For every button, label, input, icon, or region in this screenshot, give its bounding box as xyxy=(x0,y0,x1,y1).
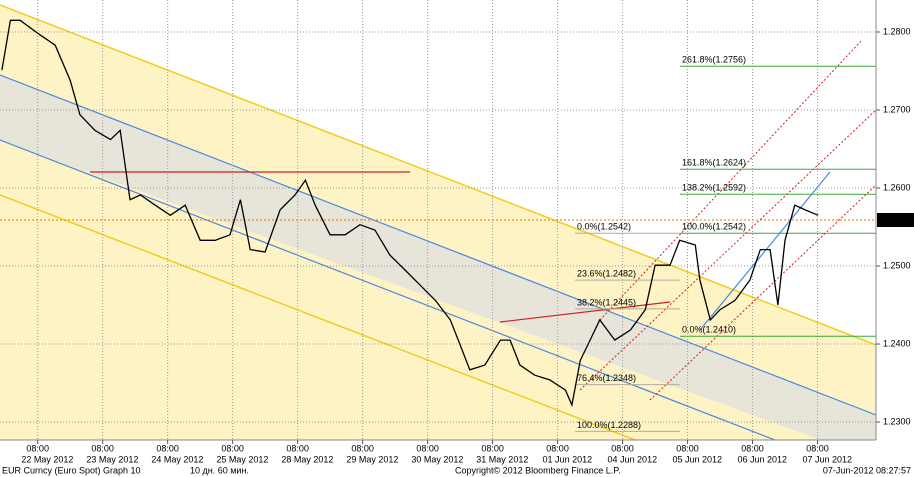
axes: 1.2300 1.2400 1.2500 1.2600 1.2700 1.2800 08:0… xyxy=(21,26,914,464)
trend-line xyxy=(699,171,831,331)
y-tick-label: 1.2600 xyxy=(883,182,911,192)
date-label: 25 May 2012 xyxy=(216,454,268,464)
fib-label: 161.8%(1.2624) xyxy=(682,158,746,168)
x-tick-label: 08:00 xyxy=(91,443,114,453)
x-tick-label: 08:00 xyxy=(546,443,569,453)
fib-label: 261.8%(1.2756) xyxy=(682,55,746,65)
footer-time: 07-Jun-2012 08:27:57 xyxy=(823,465,911,475)
y-tick-label: 1.2800 xyxy=(883,26,911,36)
x-tick-label: 08:00 xyxy=(26,443,49,453)
channel-line xyxy=(0,194,636,441)
x-tick-label: 08:00 xyxy=(806,443,829,453)
date-label: 24 May 2012 xyxy=(151,454,203,464)
date-label: 23 May 2012 xyxy=(86,454,138,464)
last-price-box xyxy=(877,213,914,227)
date-label: 28 May 2012 xyxy=(281,454,333,464)
x-tick-label: 08:00 xyxy=(286,443,309,453)
date-label: 01 Jun 2012 xyxy=(543,454,593,464)
channel-line xyxy=(0,74,877,416)
date-label: 04 Jun 2012 xyxy=(608,454,658,464)
x-tick-label: 08:00 xyxy=(676,443,699,453)
fib-label: 0.0%(1.2542) xyxy=(577,222,631,232)
x-tick-label: 08:00 xyxy=(481,443,504,453)
fib-label: 100.0%(1.2288) xyxy=(577,420,641,430)
fib-label: 138.2%(1.2592) xyxy=(682,183,746,193)
y-tick-label: 1.2700 xyxy=(883,104,911,114)
y-tick-label: 1.2500 xyxy=(883,260,911,270)
channel-inner xyxy=(0,75,876,440)
trend-line xyxy=(499,301,671,323)
date-label: 30 May 2012 xyxy=(411,454,463,464)
last-price-label: 1.2559 xyxy=(881,214,909,224)
x-tick-label: 08:00 xyxy=(416,443,439,453)
date-label: 06 Jun 2012 xyxy=(738,454,788,464)
x-tick-label: 08:00 xyxy=(156,443,179,453)
date-label: 05 Jun 2012 xyxy=(673,454,723,464)
fib-label: 0.0%(1.2410) xyxy=(682,325,736,335)
levels: 0.0%(1.2542) 23.6%(1.2482) 38.2%(1.2445) 76… xyxy=(0,55,876,432)
date-label: 22 May 2012 xyxy=(21,454,73,464)
y-tick-label: 1.2300 xyxy=(883,416,911,426)
x-tick-label: 08:00 xyxy=(741,443,764,453)
x-tick-label: 08:00 xyxy=(611,443,634,453)
date-label: 29 May 2012 xyxy=(346,454,398,464)
x-tick-label: 08:00 xyxy=(221,443,244,453)
grid xyxy=(0,0,876,440)
plot xyxy=(1,19,819,408)
fib-label: 100.0%(1.2542) xyxy=(682,222,746,232)
date-label: 07 Jun 2012 xyxy=(802,454,852,464)
footer-left: EUR Curncy (Euro Spot) Graph 10 xyxy=(2,465,141,475)
fib-label: 23.6%(1.2482) xyxy=(577,268,636,278)
channel-line xyxy=(0,4,877,346)
price-line xyxy=(1,19,819,408)
date-label: 31 May 2012 xyxy=(476,454,528,464)
x-tick-label: 08:00 xyxy=(351,443,374,453)
fib-label: 76.4%(1.2348) xyxy=(577,373,636,383)
y-tick-label: 1.2400 xyxy=(883,338,911,348)
fib-label: 38.2%(1.2445) xyxy=(577,297,636,307)
footer-period: 10 дн. 60 мин. xyxy=(190,465,249,475)
footer-copyright: Copyright© 2012 Bloomberg Finance L.P. xyxy=(455,465,621,475)
